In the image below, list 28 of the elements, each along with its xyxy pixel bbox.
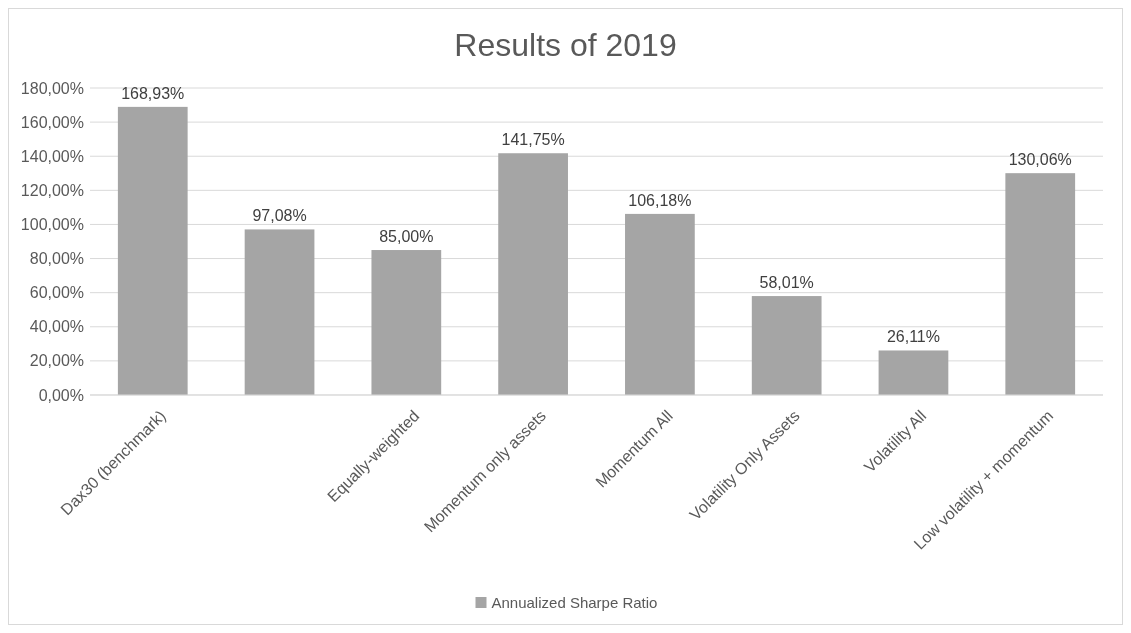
y-tick-label: 0,00%: [38, 386, 84, 404]
y-tick-label: 60,00%: [29, 284, 84, 302]
data-label: 26,11%: [886, 328, 940, 346]
y-tick-label: 120,00%: [20, 181, 84, 199]
y-tick-label: 160,00%: [20, 113, 84, 131]
y-tick-label: 80,00%: [29, 250, 84, 268]
bar: [625, 213, 695, 395]
y-tick-label: 20,00%: [29, 352, 84, 370]
data-label: 141,75%: [501, 131, 565, 149]
bar: [878, 350, 949, 395]
bar: [244, 229, 315, 395]
data-label: 168,93%: [121, 84, 185, 102]
bar: [371, 250, 442, 395]
legend-label: Annualized Sharpe Ratio: [491, 594, 658, 612]
bar: [751, 296, 822, 395]
data-label: 85,00%: [379, 228, 434, 246]
y-tick-label: 180,00%: [20, 79, 84, 97]
chart-title: Results of 2019: [454, 27, 677, 63]
bar: [1005, 173, 1076, 395]
data-label: 106,18%: [628, 191, 692, 209]
y-tick-label: 140,00%: [20, 147, 84, 165]
y-tick-label: 100,00%: [20, 216, 84, 234]
bar: [117, 106, 188, 395]
y-tick-label: 40,00%: [29, 318, 84, 336]
bar: [498, 153, 568, 395]
data-label: 130,06%: [1008, 151, 1072, 169]
data-label: 58,01%: [759, 274, 814, 292]
data-label: 97,08%: [252, 207, 307, 225]
